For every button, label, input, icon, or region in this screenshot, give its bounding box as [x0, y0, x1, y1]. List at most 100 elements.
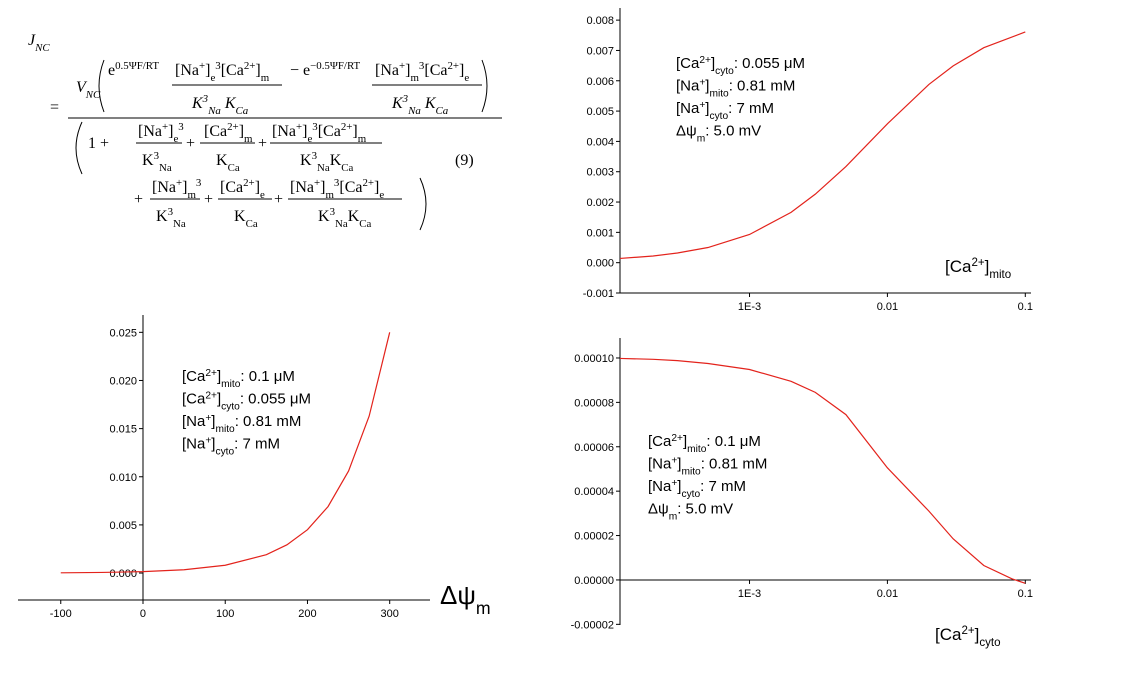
y-tick-label: 0.007	[586, 45, 614, 57]
text-segment: +	[186, 135, 195, 152]
text-segment: K	[156, 208, 168, 225]
text-segment: ]	[302, 123, 307, 140]
x-tick-label: 0.1	[1018, 588, 1033, 600]
x-tick-label: 0	[140, 608, 146, 620]
text-segment: −0.5ΨF/RT	[310, 60, 360, 72]
equation-term: VNC	[76, 79, 101, 101]
text-segment: [Na	[648, 456, 672, 473]
equation-term: =	[50, 99, 59, 116]
y-tick-label: 0.00002	[574, 531, 614, 543]
annotation: [Na+]mito: 0.81 mM	[676, 77, 795, 99]
y-tick-label: 0.000	[109, 568, 137, 580]
text-segment: +	[699, 100, 705, 111]
y-tick-label: -0.001	[583, 288, 614, 300]
equation-term: K3Na	[156, 206, 186, 230]
x-axis-label: [Ca2+]cyto	[935, 625, 1001, 649]
text-segment: mito	[709, 88, 729, 99]
y-tick-label: 0.00004	[574, 486, 614, 498]
text-segment: m	[358, 133, 367, 145]
text-segment: [Na	[272, 123, 296, 140]
x-tick-label: 1E-3	[738, 301, 761, 313]
text-segment: : 7 mM	[728, 100, 774, 117]
equation-term: K3NaKCa	[318, 206, 372, 230]
text-segment: ]	[711, 55, 715, 72]
text-segment: : 0.055 μM	[240, 391, 311, 408]
equation-term: − e−0.5ΨF/RT	[290, 60, 361, 79]
text-segment: 2+	[341, 121, 353, 133]
text-segment: ]	[683, 433, 687, 450]
equation-term: [Na+]m3[Ca2+]e	[290, 177, 384, 201]
equation-term: [Na+]e3[Ca2+]m	[175, 60, 270, 84]
text-segment: : 0.1 μM	[706, 433, 761, 450]
text-segment: ]	[255, 179, 260, 196]
text-segment: Δψ	[440, 580, 476, 610]
annotation: [Ca2+]cyto: 0.055 μM	[676, 55, 805, 77]
text-segment: V	[76, 79, 88, 96]
equation-term: +	[258, 135, 267, 152]
x-tick-label: 0.01	[877, 301, 898, 313]
text-segment: ]	[459, 62, 464, 79]
y-tick-label: 0.003	[586, 167, 614, 179]
text-segment: [Ca	[220, 179, 243, 196]
equation-term: K3Na	[142, 150, 172, 174]
paren	[419, 177, 427, 231]
curve	[619, 31, 1026, 260]
text-segment: ]	[168, 123, 173, 140]
text-segment: Na	[173, 218, 186, 230]
text-segment: : 0.81 mM	[729, 78, 796, 95]
y-tick-label: 0.006	[586, 76, 614, 88]
text-segment: e	[379, 189, 384, 201]
text-segment: Ca	[435, 105, 448, 117]
equation-term: K3Na KCa	[391, 93, 449, 117]
text-segment: +	[199, 60, 205, 72]
text-segment: +	[162, 121, 168, 133]
text-segment: K	[330, 152, 342, 169]
annotation: [Ca2+]cyto: 0.055 μM	[182, 390, 311, 412]
text-segment: K	[216, 152, 228, 169]
text-segment: Na	[159, 162, 172, 174]
text-segment: m	[244, 133, 253, 145]
text-segment: +	[258, 135, 267, 152]
equation-term: [Ca2+]m	[204, 121, 253, 145]
annotation: [Ca2+]mito: 0.1 μM	[648, 433, 761, 455]
y-tick-label: -0.00002	[571, 619, 614, 631]
text-segment: Ca	[341, 162, 353, 174]
text-segment: m	[261, 72, 270, 84]
text-segment: ]	[217, 391, 221, 408]
equation-term: [Na+]m3[Ca2+]e	[375, 60, 469, 84]
text-segment: Na	[335, 218, 348, 230]
y-tick-label: 0.00006	[574, 442, 614, 454]
y-tick-label: 0.015	[109, 424, 137, 436]
text-segment: 3	[168, 206, 174, 218]
text-segment: [Ca	[339, 179, 362, 196]
text-segment: ]	[705, 100, 709, 117]
text-segment: mito	[687, 444, 707, 455]
text-segment: [Na	[138, 123, 162, 140]
text-segment: +	[314, 177, 320, 189]
text-segment: 3	[178, 121, 184, 133]
text-segment: mito	[681, 466, 701, 477]
text-segment: 2+	[961, 625, 974, 637]
text-segment: 2+	[227, 121, 239, 133]
y-tick-label: 0.005	[109, 520, 137, 532]
equation-term: [Ca2+]e	[220, 177, 265, 201]
text-segment: K	[142, 152, 154, 169]
text-segment: ]	[677, 456, 681, 473]
y-tick-label: 0.025	[109, 327, 137, 339]
text-segment: ]	[352, 123, 357, 140]
text-segment: 3	[312, 150, 318, 162]
x-tick-label: 0.1	[1018, 301, 1033, 313]
equation-term: +	[204, 191, 213, 208]
text-segment: Ca	[235, 105, 248, 117]
paren	[481, 59, 488, 113]
equation-term: [Na+]e3	[138, 121, 184, 145]
y-tick-label: 0.00010	[574, 353, 614, 365]
text-segment: [Na	[648, 478, 672, 495]
text-segment: [Ca	[945, 257, 972, 276]
text-segment: : 7 mM	[234, 436, 280, 453]
equation-term: [Na+]m3	[152, 177, 202, 201]
text-segment: 2+	[671, 433, 683, 444]
text-segment: ]	[239, 123, 244, 140]
text-segment: K	[421, 95, 437, 112]
text-segment: K	[221, 95, 237, 112]
